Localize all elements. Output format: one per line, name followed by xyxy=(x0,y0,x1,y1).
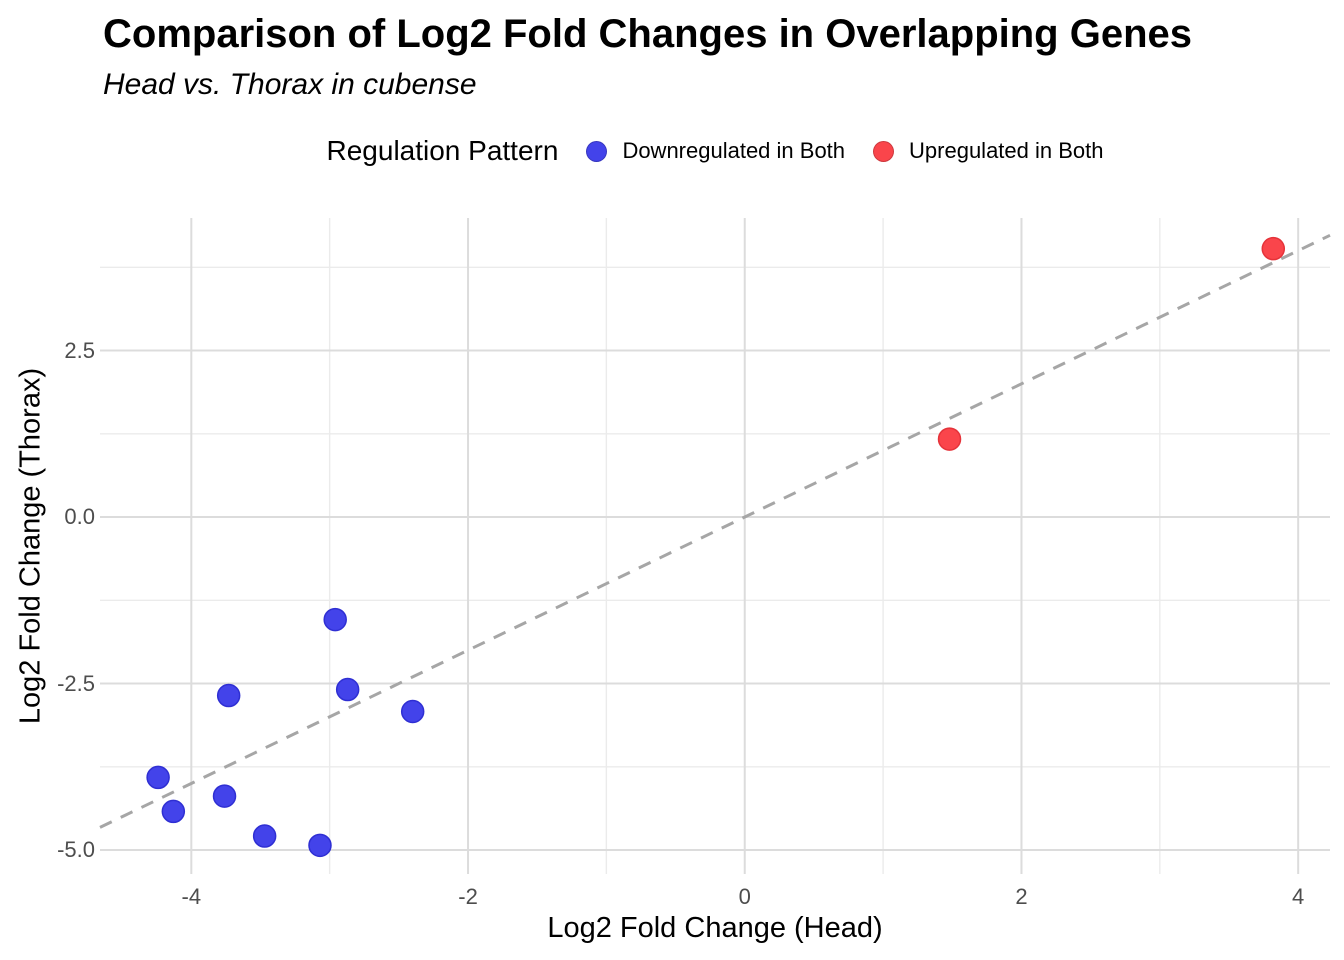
x-tick-label: 2 xyxy=(1015,884,1028,909)
data-point-upregulated xyxy=(1261,236,1286,261)
legend: Regulation Pattern Downregulated in Both… xyxy=(100,128,1330,174)
y-tick-label: -5.0 xyxy=(57,837,95,863)
data-point-downregulated xyxy=(252,824,277,848)
data-point-upregulated xyxy=(937,427,962,451)
legend-title: Regulation Pattern xyxy=(326,135,559,166)
data-point-downregulated xyxy=(146,765,170,790)
legend-label-downregulated: Downregulated in Both xyxy=(622,138,846,163)
x-tick-label: 0 xyxy=(738,884,751,909)
chart-subtitle: Head vs. Thorax in cubense xyxy=(103,68,477,101)
data-point-downregulated xyxy=(161,799,186,824)
y-tick-label: 2.5 xyxy=(64,337,95,363)
legend-key-upregulated-icon xyxy=(873,140,895,162)
data-point-downregulated xyxy=(308,833,332,858)
y-tick-label: -2.5 xyxy=(57,670,95,696)
x-axis-title: Log2 Fold Change (Head) xyxy=(547,912,883,944)
x-tick-label: 4 xyxy=(1292,884,1305,909)
data-point-downregulated xyxy=(216,683,241,708)
plot-canvas xyxy=(99,218,1331,874)
data-point-downregulated xyxy=(323,607,347,632)
y-tick-label: 0.0 xyxy=(64,504,95,530)
legend-item-downregulated: Downregulated in Both xyxy=(586,138,845,164)
data-point-downregulated xyxy=(400,699,425,724)
data-point-downregulated xyxy=(335,677,360,702)
legend-item-upregulated: Upregulated in Both xyxy=(873,138,1104,164)
plot-panel xyxy=(99,218,1331,874)
x-tick-label: -2 xyxy=(458,884,478,909)
legend-label-upregulated: Upregulated in Both xyxy=(909,138,1104,163)
identity-reference-line xyxy=(99,233,1331,829)
data-point-downregulated xyxy=(212,784,237,808)
x-tick-label: -4 xyxy=(181,884,202,909)
legend-key-downregulated-icon xyxy=(586,140,608,162)
chart-title: Comparison of Log2 Fold Changes in Overl… xyxy=(103,12,1193,56)
